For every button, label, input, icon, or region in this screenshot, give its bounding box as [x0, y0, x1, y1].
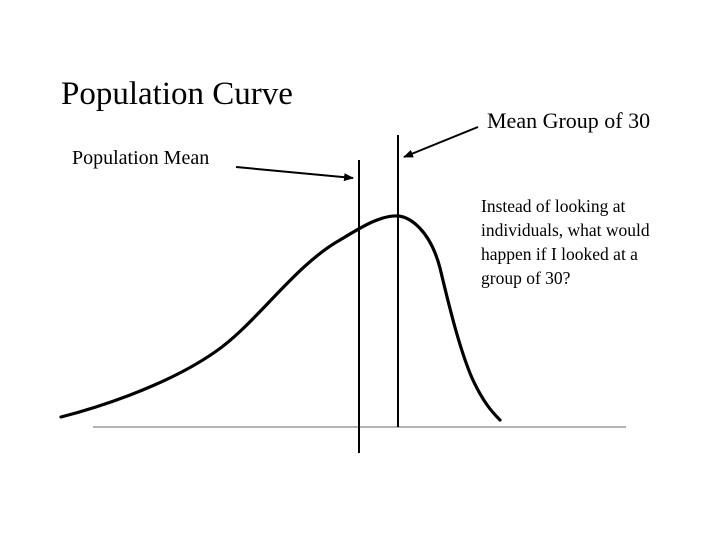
mean-group-label: Mean Group of 30: [487, 108, 651, 133]
population-mean-arrow: [235, 166, 354, 182]
group-mean-arrow: [403, 126, 479, 158]
note-line: Instead of looking at: [481, 196, 626, 216]
explanation-note: Instead of looking at individuals, what …: [481, 194, 713, 290]
note-line: individuals, what would: [481, 220, 650, 240]
note-line: group of 30?: [481, 268, 571, 288]
population-distribution-curve: [59, 214, 502, 422]
population-mean-label: Population Mean: [72, 147, 210, 169]
note-line: happen if I looked at a: [481, 244, 638, 264]
slide-title: Population Curve: [61, 76, 293, 112]
